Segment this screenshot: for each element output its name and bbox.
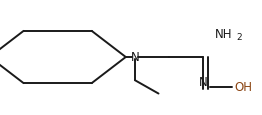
Text: N: N bbox=[130, 51, 139, 64]
Text: OH: OH bbox=[234, 80, 253, 93]
Text: NH: NH bbox=[215, 28, 232, 41]
Text: N: N bbox=[199, 76, 208, 89]
Text: 2: 2 bbox=[236, 33, 242, 42]
